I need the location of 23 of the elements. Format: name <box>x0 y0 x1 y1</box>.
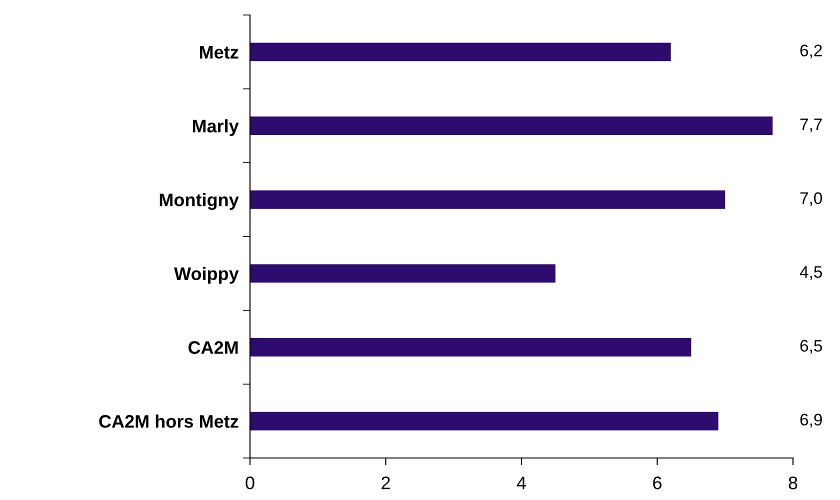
x-tick-label: 2 <box>382 476 390 490</box>
data-label: 4,5 <box>800 266 822 280</box>
y-tick-label: Woippy <box>174 266 239 284</box>
data-label: 6,2 <box>800 44 822 58</box>
y-tick-label: Metz <box>200 46 238 59</box>
bar <box>250 42 671 62</box>
x-tick-label: 8 <box>788 476 798 490</box>
y-tick-label: Marly <box>192 119 239 136</box>
data-label: 7,0 <box>800 192 822 206</box>
data-label: 6,5 <box>800 340 822 354</box>
data-label: 6,9 <box>800 414 822 428</box>
x-tick-label: 4 <box>516 476 526 490</box>
data-label: 7,7 <box>800 118 822 132</box>
y-tick-label: CA2M hors Metz <box>99 414 238 428</box>
bar <box>250 116 773 135</box>
y-tick-label: Montigny <box>160 193 239 210</box>
bar <box>250 338 692 356</box>
bar <box>250 190 726 209</box>
y-tick-label: CA2M <box>188 341 238 354</box>
x-tick-label: 6 <box>653 476 662 490</box>
x-tick-label: 0 <box>246 476 254 490</box>
bar <box>250 412 718 430</box>
bar <box>250 264 556 283</box>
